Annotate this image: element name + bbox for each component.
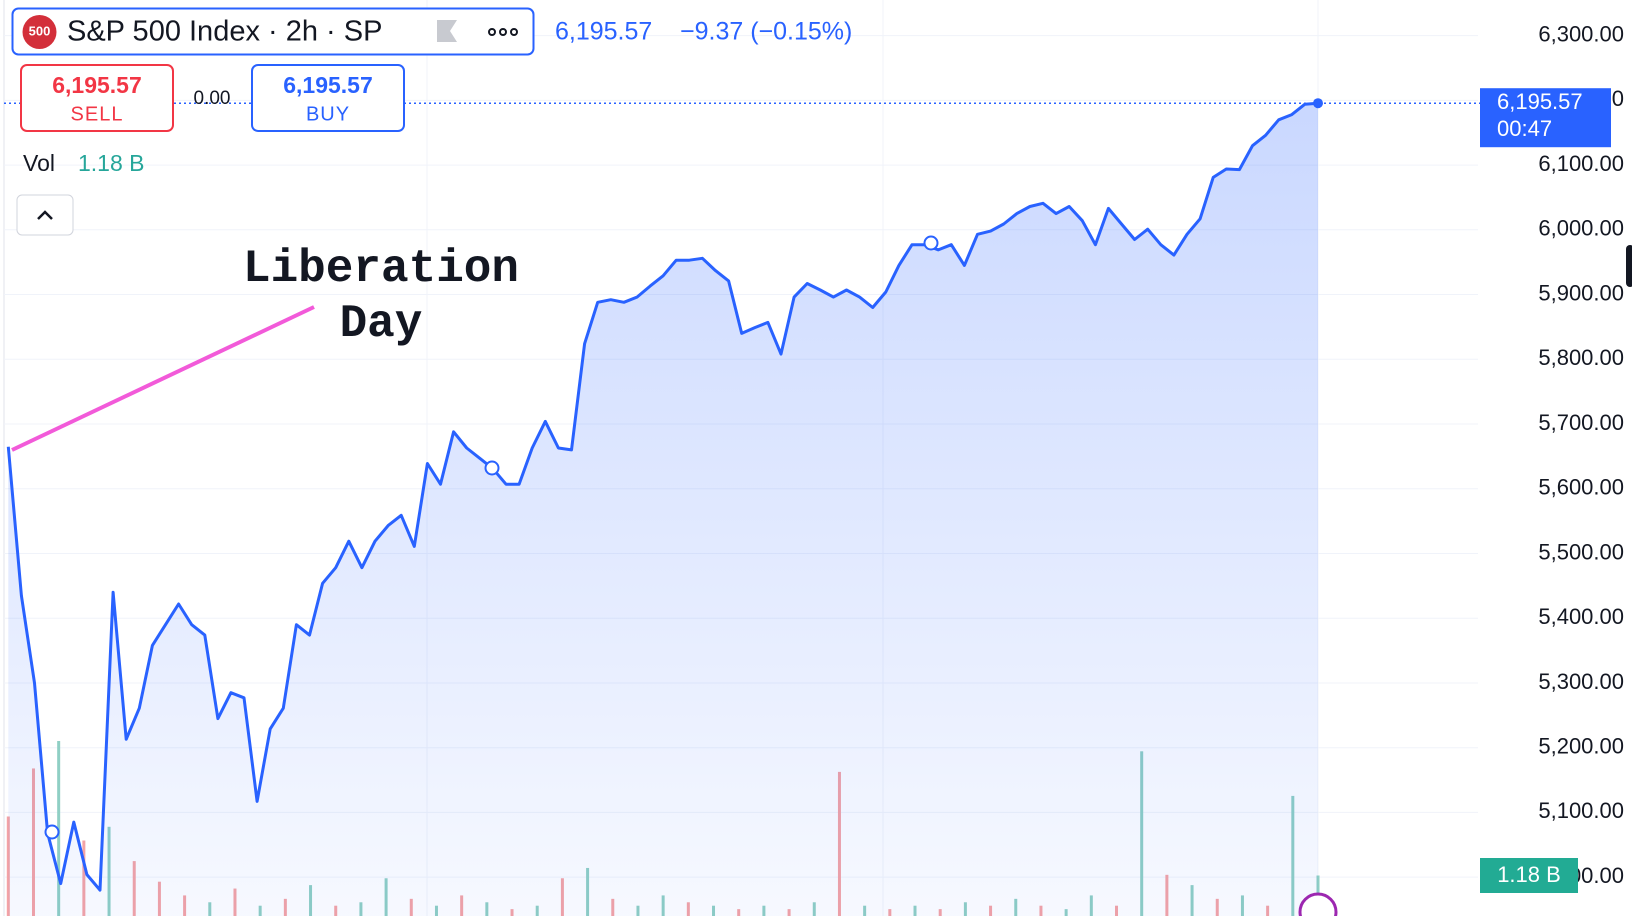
volume-legend-value: 1.18 B	[78, 150, 145, 176]
y-tick-label: 5,800.00	[1538, 345, 1624, 370]
y-tick-label: 5,900.00	[1538, 280, 1624, 305]
annotation: Day	[340, 298, 423, 350]
event-marker[interactable]	[484, 460, 500, 476]
sell-price: 6,195.57	[52, 72, 142, 98]
price-change: −9.37 (−0.15%)	[680, 18, 852, 46]
volume-badge-text: 1.18 B	[1497, 862, 1561, 887]
volume-badge	[1480, 858, 1578, 893]
side-tab[interactable]	[1626, 245, 1632, 287]
logo-text: 500	[29, 23, 51, 38]
buy-label: BUY	[306, 103, 350, 125]
replay-icon[interactable]	[1298, 892, 1338, 916]
buy-price: 6,195.57	[283, 72, 373, 98]
y-tick-label: 5,300.00	[1538, 669, 1624, 694]
flag-icon[interactable]	[437, 20, 457, 42]
spread: 0.00	[194, 88, 231, 109]
y-tick-label: 5,600.00	[1538, 475, 1624, 500]
collapse-button[interactable]	[16, 194, 74, 236]
y-tick-label: 6,300.00	[1538, 21, 1624, 46]
volume-legend-label: Vol	[23, 150, 55, 176]
event-marker[interactable]	[923, 235, 939, 251]
price-badge-price: 6,195.57	[1497, 89, 1583, 114]
price-badge	[1480, 88, 1611, 148]
chevron-icon	[37, 210, 53, 220]
last-price: 6,195.57	[555, 18, 652, 46]
symbol[interactable]: S&P 500 Index · 2h · SP	[67, 16, 382, 48]
y-tick-label: 6,000.00	[1538, 216, 1624, 241]
y-tick-label: 5,500.00	[1538, 539, 1624, 564]
sell-label: SELL	[71, 103, 124, 125]
buy-button[interactable]	[251, 64, 405, 132]
annotation: Liberation	[243, 243, 519, 295]
y-tick-label: 5,700.00	[1538, 410, 1624, 435]
volume-bar	[57, 741, 61, 916]
last-point	[1313, 98, 1323, 109]
event-marker[interactable]	[44, 824, 60, 840]
area	[8, 103, 1318, 916]
symbol-box[interactable]	[11, 7, 535, 56]
price-line	[6, 101, 1319, 892]
price-badge-countdown: 00:47	[1497, 116, 1552, 141]
y-tick-label: 5,200.00	[1538, 734, 1624, 759]
overlay: 5,000.005,100.005,200.005,300.005,400.00…	[1480, 21, 1624, 893]
plot	[4, 98, 1480, 916]
annotation-line	[11, 305, 315, 452]
y-tick-label: 5,400.00	[1538, 604, 1624, 629]
more-icon[interactable]	[488, 28, 518, 36]
y-tick-label: 5,100.00	[1538, 798, 1624, 823]
y-tick-label: 6,100.00	[1538, 151, 1624, 176]
sell-button[interactable]	[20, 64, 174, 132]
logo	[22, 15, 57, 49]
